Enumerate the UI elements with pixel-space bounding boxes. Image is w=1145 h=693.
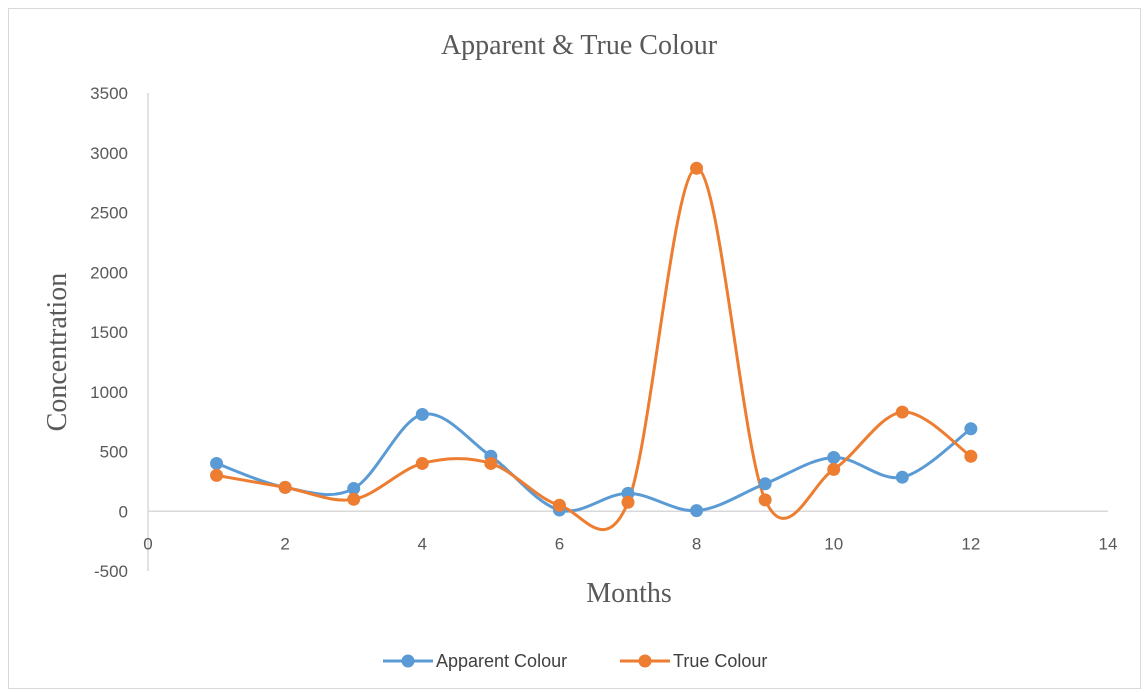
legend-marker	[639, 655, 652, 668]
series-2-point	[210, 469, 223, 482]
series-1-point	[964, 422, 977, 435]
series-1-point	[759, 477, 772, 490]
series-2-point	[347, 493, 360, 506]
y-tick-label: 2000	[90, 263, 128, 282]
series-2-point	[759, 493, 772, 506]
y-tick-label: 1500	[90, 323, 128, 342]
x-tick-label: 8	[692, 534, 701, 553]
series-group	[210, 162, 977, 530]
series-2-point	[896, 406, 909, 419]
y-tick-label: 0	[119, 502, 128, 521]
legend-label: Apparent Colour	[436, 651, 567, 671]
series-2-point	[416, 457, 429, 470]
series-2-point	[553, 499, 566, 512]
series-line-2	[217, 168, 971, 529]
series-2-point	[622, 496, 635, 509]
y-axis-title: Concentration	[42, 273, 73, 432]
y-tick-label: 3500	[90, 84, 128, 103]
legend-marker	[402, 655, 415, 668]
x-tick-label: 4	[418, 534, 427, 553]
x-tick-label: 12	[961, 534, 980, 553]
series-2-point	[690, 162, 703, 175]
y-tick-label: 500	[100, 443, 128, 462]
series-1-point	[896, 471, 909, 484]
y-tick-label: -500	[94, 562, 128, 581]
series-1-point	[210, 457, 223, 470]
legend: Apparent Colour True Colour	[383, 651, 767, 671]
series-2-point	[964, 450, 977, 463]
y-tick-label: 3000	[90, 144, 128, 163]
x-tick-label: 0	[143, 534, 152, 553]
chart-title: Apparent & True Colour	[441, 30, 718, 61]
series-2-point	[827, 463, 840, 476]
x-tick-label: 14	[1099, 534, 1118, 553]
x-tick-label: 10	[824, 534, 843, 553]
series-2-point	[279, 481, 292, 494]
x-axis-title: Months	[586, 578, 672, 609]
series-line-1	[217, 414, 971, 511]
y-tick-label: 2500	[90, 204, 128, 223]
series-1-point	[416, 408, 429, 421]
x-tick-label: 2	[280, 534, 289, 553]
legend-label: True Colour	[673, 651, 767, 671]
y-tick-label: 1000	[90, 383, 128, 402]
series-1-point	[827, 451, 840, 464]
x-tick-label: 6	[555, 534, 564, 553]
tick-labels: -500 0 500 1000 1500 2000 2500 3000 3500 0 2 4 6 8 10 1…	[90, 84, 1117, 581]
series-1-point	[690, 504, 703, 517]
series-2-point	[484, 457, 497, 470]
